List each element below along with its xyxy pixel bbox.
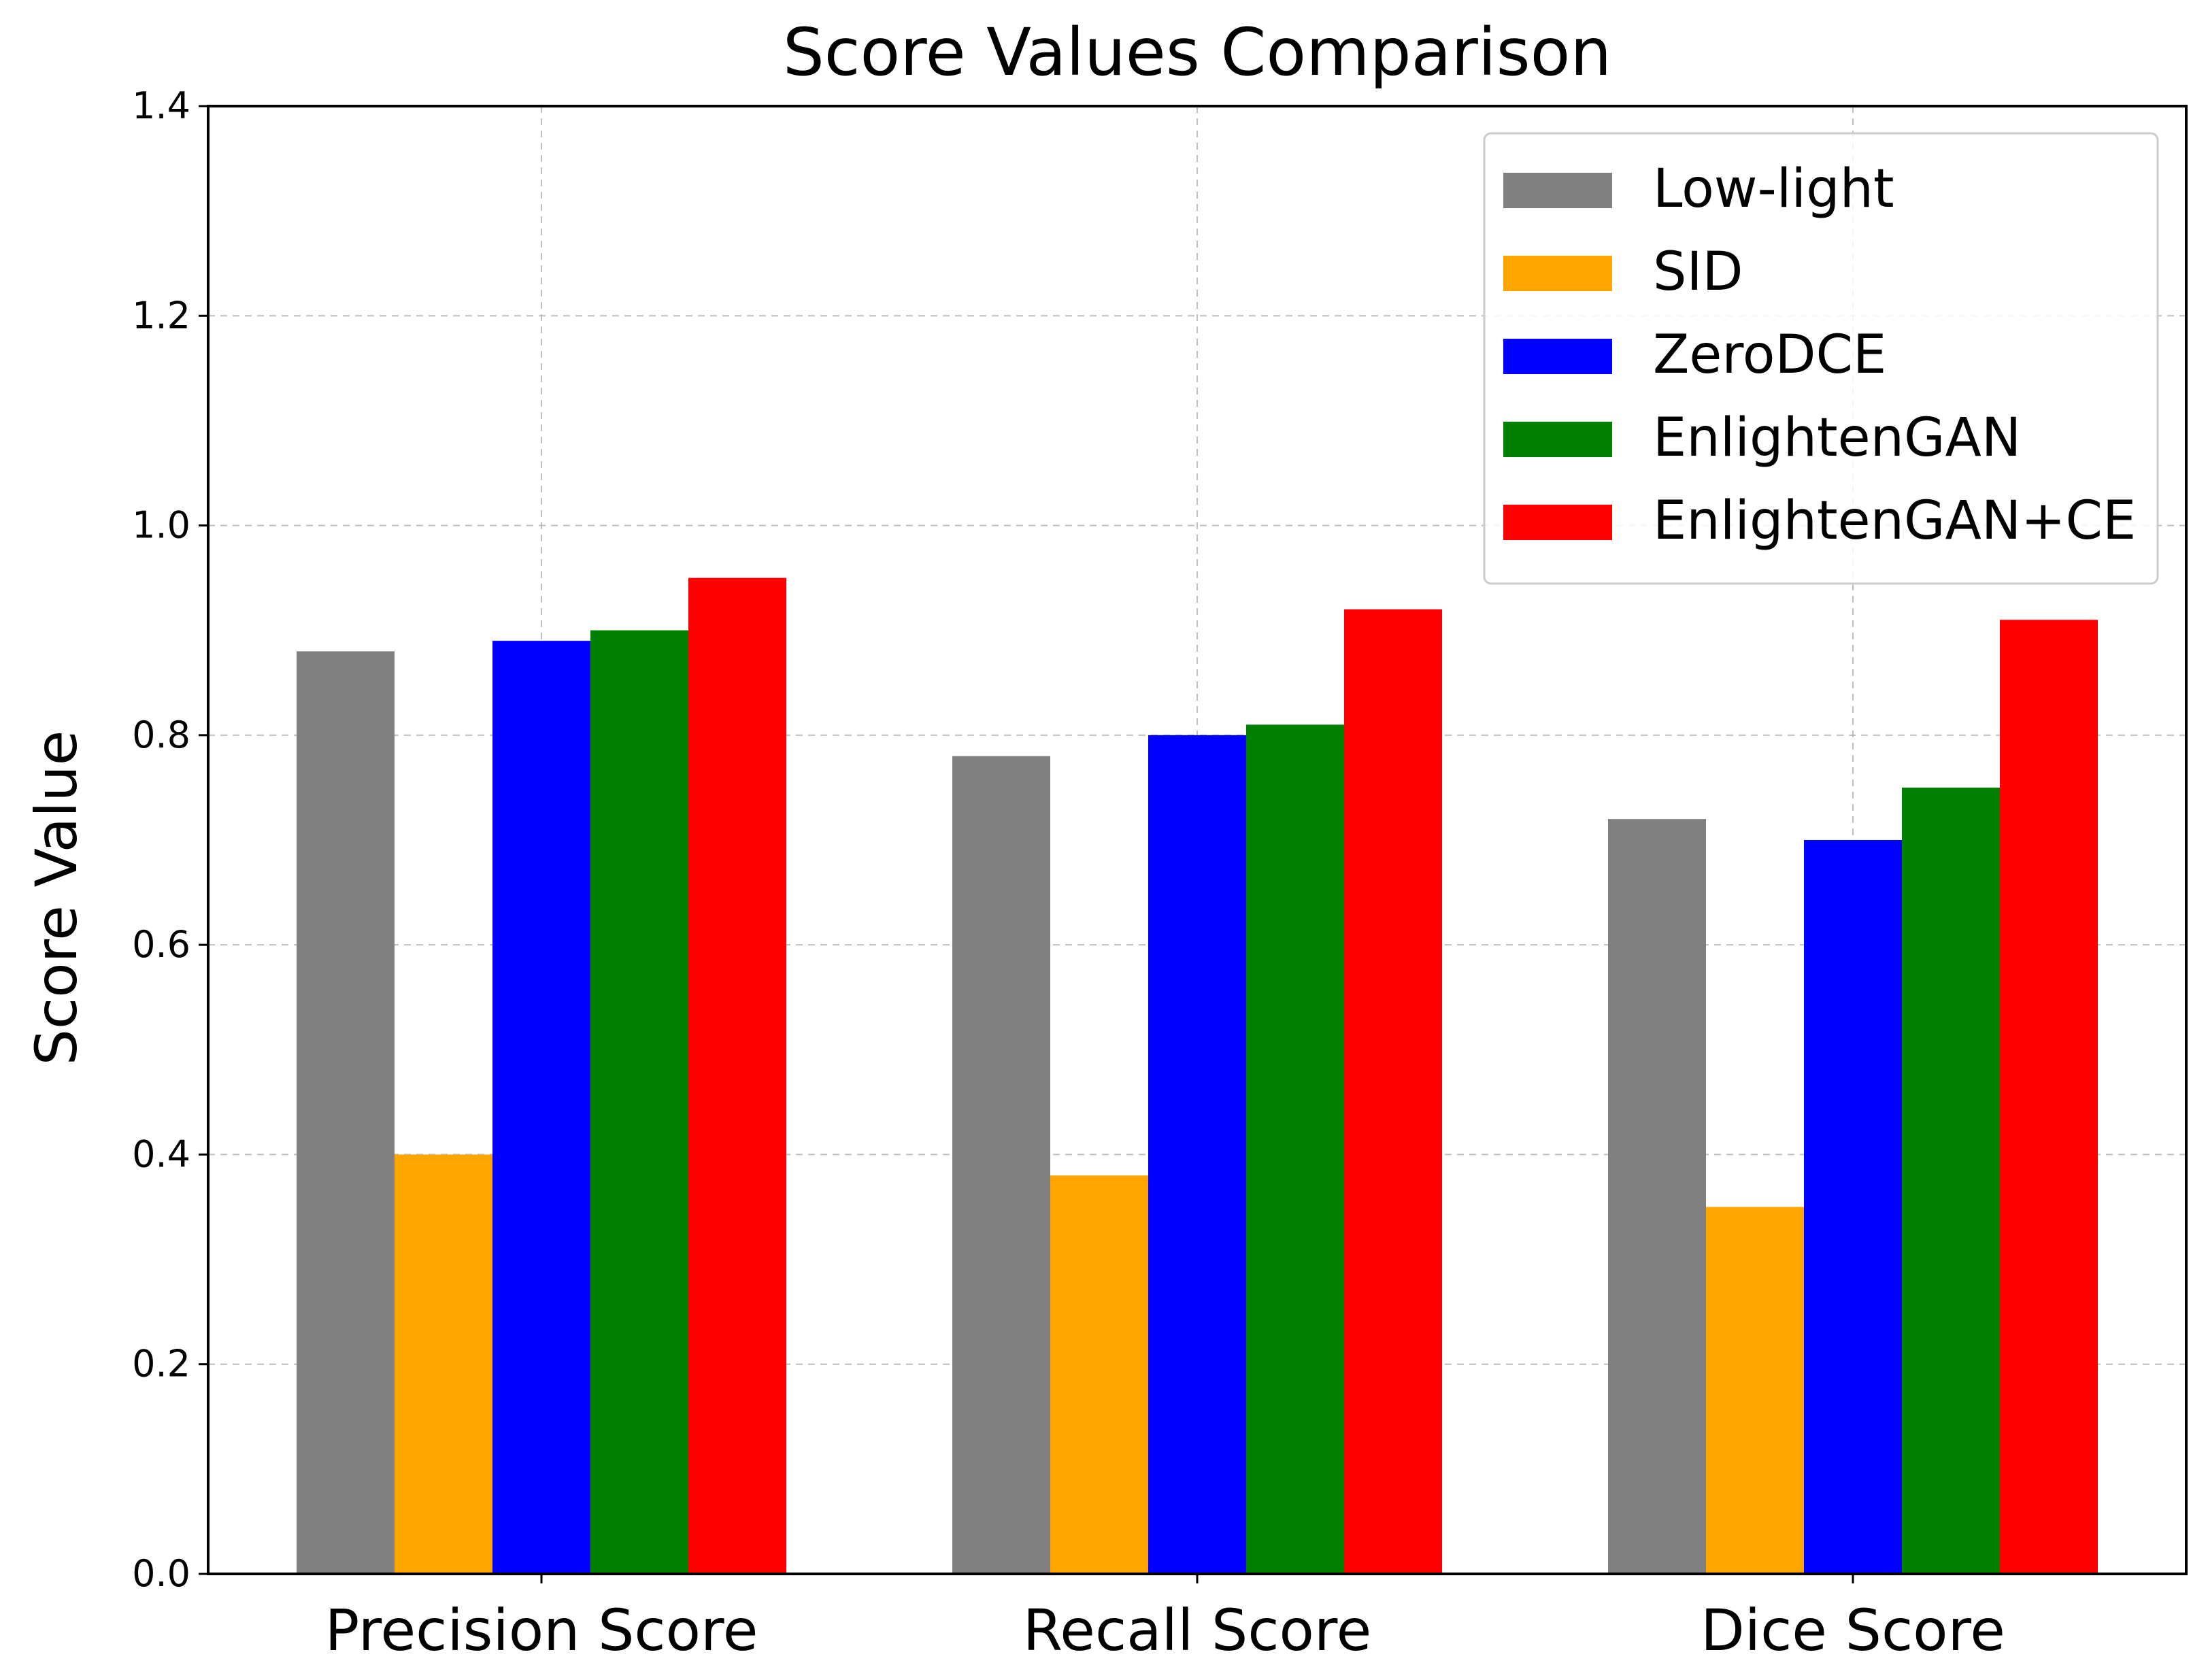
bar-low-light-1 [952, 756, 1050, 1574]
legend-swatch [1503, 422, 1612, 457]
bar-sid-0 [395, 1154, 492, 1574]
y-tick-label: 1.2 [132, 294, 190, 337]
legend-swatch [1503, 256, 1612, 291]
legend-label: Low-light [1653, 158, 1894, 220]
y-tick-label: 0.0 [132, 1552, 190, 1595]
bar-enlightengan-ce-2 [2000, 620, 2098, 1574]
y-tick-label: 0.2 [132, 1343, 190, 1385]
y-tick-label: 0.8 [132, 713, 190, 756]
legend-frame [1483, 132, 2159, 585]
legend-label: SID [1653, 241, 1743, 303]
x-tick-label: Dice Score [1701, 1597, 2005, 1664]
bar-zerodce-2 [1804, 840, 1902, 1574]
y-tick-label: 1.0 [132, 504, 190, 547]
legend-swatch [1503, 505, 1612, 540]
y-tick-label: 0.4 [132, 1132, 190, 1175]
bars [297, 577, 2098, 1575]
bar-enlightengan-2 [1902, 787, 2000, 1574]
bar-enlightengan-0 [590, 630, 688, 1574]
x-tick-label: Recall Score [1023, 1597, 1372, 1664]
y-tick-label: 1.4 [132, 84, 190, 127]
bar-enlightengan-1 [1246, 724, 1344, 1574]
chart-title: Score Values Comparison [783, 14, 1611, 90]
y-axis-label: Score Value [23, 730, 90, 1066]
x-tick-label: Precision Score [325, 1597, 758, 1664]
bar-enlightengan-ce-0 [688, 577, 786, 1575]
bar-enlightengan-ce-1 [1344, 609, 1442, 1574]
legend-label: ZeroDCE [1653, 324, 1886, 386]
bar-zerodce-0 [492, 641, 590, 1574]
axis-ticks: 0.0 0.2 0.4 0.6 0.8 1.0 1.2 1.4 Precision Score R… [132, 84, 2005, 1664]
y-tick-label: 0.6 [132, 923, 190, 966]
bar-low-light-2 [1608, 819, 1706, 1574]
bar-zerodce-1 [1148, 735, 1246, 1574]
legend: Low-light SID ZeroDCE EnlightenGAN Enlighten… [1483, 132, 2159, 585]
legend-label: EnlightenGAN [1653, 407, 2021, 469]
legend-swatch [1503, 339, 1612, 374]
bar-low-light-0 [297, 651, 395, 1574]
legend-swatch [1503, 173, 1612, 208]
legend-label: EnlightenGAN+CE [1653, 490, 2136, 552]
bar-sid-2 [1706, 1207, 1804, 1574]
bar-sid-1 [1050, 1175, 1148, 1574]
